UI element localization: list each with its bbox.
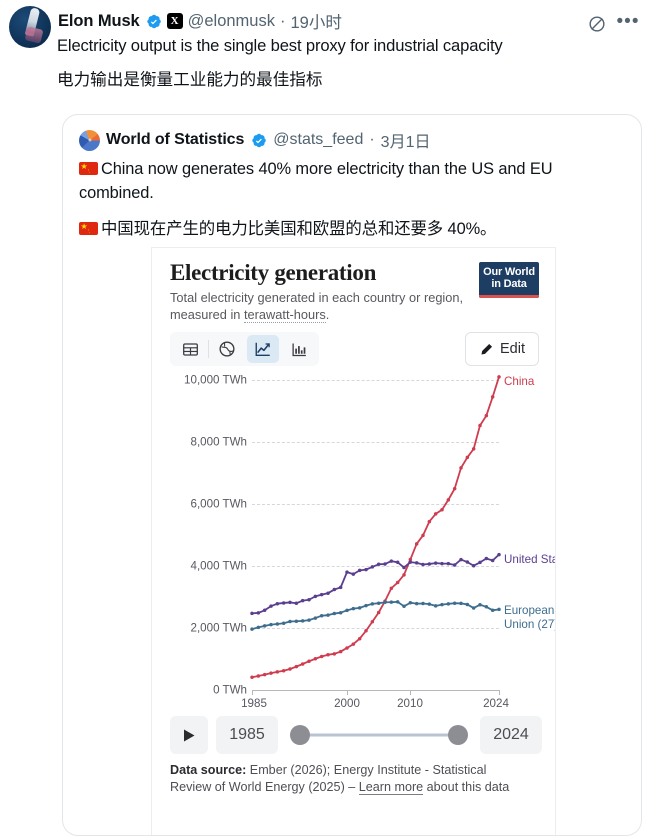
logo-red-bar bbox=[479, 295, 539, 298]
slider-track[interactable] bbox=[300, 733, 458, 737]
slider-handle-start[interactable] bbox=[290, 725, 310, 745]
source-prefix: Data source: bbox=[170, 763, 247, 777]
y-tick-label: 0 TWh bbox=[213, 683, 247, 697]
pencil-icon bbox=[481, 343, 493, 355]
gridline bbox=[252, 442, 499, 443]
edit-button-label: Edit bbox=[500, 341, 525, 357]
chart-series-layer bbox=[250, 375, 501, 680]
quoted-tweet-card[interactable]: World of Statistics @stats_feed · 3月1日 C… bbox=[62, 114, 642, 836]
quoted-timestamp[interactable]: 3月1日 bbox=[380, 134, 431, 151]
x-axis-line bbox=[252, 690, 499, 691]
x-badge-icon[interactable]: X bbox=[166, 13, 183, 29]
quoted-tweet-text: China now generates 40% more electricity… bbox=[79, 157, 627, 241]
chart-data-source: Data source: Ember (2026); Energy Instit… bbox=[170, 762, 530, 795]
edit-button[interactable]: Edit bbox=[465, 332, 539, 366]
source-text: Ember (2026); Energy Institute - Statist… bbox=[170, 763, 487, 794]
quoted-avatar-pie-chart-icon[interactable] bbox=[79, 129, 100, 151]
timeline-start-year[interactable]: 1985 bbox=[216, 716, 278, 754]
grok-analyze-icon[interactable] bbox=[587, 14, 607, 34]
timeline-end-year[interactable]: 2024 bbox=[480, 716, 542, 754]
terawatt-hours-link[interactable]: terawatt-hours bbox=[243, 306, 326, 323]
china-flag-icon bbox=[79, 220, 98, 235]
avatar[interactable] bbox=[9, 6, 51, 48]
source-cut-text: about this data bbox=[426, 779, 510, 794]
x-tick bbox=[499, 690, 500, 695]
tab-map[interactable] bbox=[211, 335, 243, 363]
line-chart-icon bbox=[255, 342, 270, 356]
timeline-slider[interactable] bbox=[286, 716, 472, 754]
quoted-text-english: China now generates 40% more electricity… bbox=[79, 160, 553, 202]
tweet-text-body: Electricity output is the single best pr… bbox=[57, 34, 627, 92]
y-tick-label: 4,000 TWh bbox=[190, 559, 248, 573]
chart-title: Electricity generation bbox=[170, 260, 377, 285]
verified-badge-icon bbox=[252, 133, 267, 147]
y-tick-label: 6,000 TWh bbox=[190, 497, 248, 511]
tab-bars[interactable] bbox=[283, 335, 315, 363]
learn-more-link[interactable]: Learn more bbox=[358, 779, 424, 795]
chart-subtitle-text: Total electricity generated in each coun… bbox=[170, 290, 464, 322]
author-handle[interactable]: @elonmusk bbox=[187, 11, 275, 30]
gridline bbox=[252, 504, 499, 505]
y-tick-label: 2,000 TWh bbox=[190, 621, 248, 635]
chart-subtitle: Total electricity generated in each coun… bbox=[170, 290, 470, 323]
y-tick-label: 10,000 TWh bbox=[184, 373, 247, 387]
quoted-separator-dot: · bbox=[369, 131, 375, 148]
y-tick-label: 8,000 TWh bbox=[190, 435, 248, 449]
chart-view-tabs bbox=[170, 332, 319, 366]
tab-chart[interactable] bbox=[247, 335, 279, 363]
x-tick bbox=[347, 690, 348, 695]
gridline bbox=[252, 628, 499, 629]
logo-line-1: Our World bbox=[483, 266, 535, 278]
tweet-author-row: Elon Musk X @elonmusk · 19小时 bbox=[58, 10, 342, 33]
chart-timeline-controls: 1985 2024 bbox=[170, 716, 542, 754]
our-world-in-data-logo[interactable]: Our World in Data bbox=[479, 262, 539, 298]
more-options-icon[interactable]: ••• bbox=[616, 11, 640, 32]
play-icon bbox=[184, 729, 195, 741]
china-flag-icon bbox=[79, 160, 98, 175]
quoted-handle[interactable]: @stats_feed bbox=[273, 131, 364, 148]
globe-icon bbox=[219, 341, 235, 357]
quoted-author-row: World of Statistics @stats_feed · 3月1日 bbox=[79, 129, 430, 151]
logo-line-2: in Data bbox=[491, 278, 527, 290]
chart-subtitle-end: . bbox=[325, 306, 330, 322]
chart-plot-area[interactable]: 10,000 TWh 8,000 TWh 6,000 TWh 4,000 TWh… bbox=[152, 372, 556, 711]
quoted-text-english-row: China now generates 40% more electricity… bbox=[79, 157, 627, 205]
tab-divider bbox=[208, 340, 209, 358]
owid-chart-embed[interactable]: Electricity generation Total electricity… bbox=[151, 247, 556, 835]
series-label-china[interactable]: China bbox=[504, 375, 535, 388]
play-button[interactable] bbox=[170, 716, 208, 754]
slider-handle-end[interactable] bbox=[448, 725, 468, 745]
series-label-eu-line1: European bbox=[504, 604, 555, 617]
series-label-eu-line2: Union (27) bbox=[504, 617, 556, 631]
tweet-text-chinese: 电力输出是衡量工业能力的最佳指标 bbox=[57, 70, 323, 89]
quoted-text-chinese: 中国现在产生的电力比美国和欧盟的总和还要多 40%。 bbox=[101, 220, 497, 238]
bar-chart-icon bbox=[291, 343, 306, 356]
x-tick-label: 1985 bbox=[241, 697, 267, 710]
series-label-european-union[interactable]: European Union (27) bbox=[504, 604, 556, 631]
tweet-text-english: Electricity output is the single best pr… bbox=[57, 36, 503, 55]
series-label-united-states[interactable]: United States bbox=[504, 553, 555, 566]
avatar-rocket-glow bbox=[24, 26, 44, 44]
separator-dot: · bbox=[279, 11, 286, 30]
gridline bbox=[252, 380, 499, 381]
x-tick-label: 2000 bbox=[334, 697, 360, 710]
x-tick-label: 2010 bbox=[397, 697, 423, 710]
quoted-display-name[interactable]: World of Statistics bbox=[106, 131, 245, 148]
x-tick bbox=[410, 690, 411, 695]
author-display-name[interactable]: Elon Musk bbox=[58, 11, 140, 30]
verified-badge-icon bbox=[146, 14, 161, 28]
quoted-text-chinese-row: 中国现在产生的电力比美国和欧盟的总和还要多 40%。 bbox=[79, 217, 627, 241]
x-tick bbox=[252, 690, 253, 695]
table-icon bbox=[182, 342, 198, 356]
x-tick-label: 2024 bbox=[483, 697, 509, 710]
tweet-timestamp[interactable]: 19小时 bbox=[290, 14, 342, 32]
tab-table[interactable] bbox=[174, 335, 206, 363]
